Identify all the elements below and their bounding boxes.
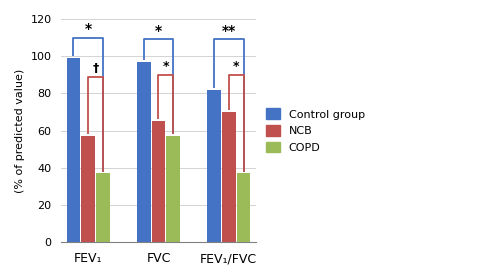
Bar: [152, 121, 166, 242]
Text: *: *: [233, 60, 239, 73]
Bar: [166, 136, 180, 242]
Bar: [66, 58, 80, 242]
Bar: [236, 173, 250, 242]
Bar: [137, 62, 150, 242]
Text: *: *: [162, 60, 169, 73]
Text: *: *: [155, 24, 162, 38]
Legend: Control group, NCB, COPD: Control group, NCB, COPD: [263, 105, 368, 156]
Text: †: †: [92, 62, 98, 75]
Bar: [96, 173, 110, 242]
Text: *: *: [84, 22, 91, 36]
Text: **: **: [222, 24, 236, 38]
Bar: [222, 112, 235, 242]
Bar: [208, 90, 221, 242]
Y-axis label: (% of predicted value): (% of predicted value): [15, 69, 25, 193]
Bar: [82, 136, 95, 242]
